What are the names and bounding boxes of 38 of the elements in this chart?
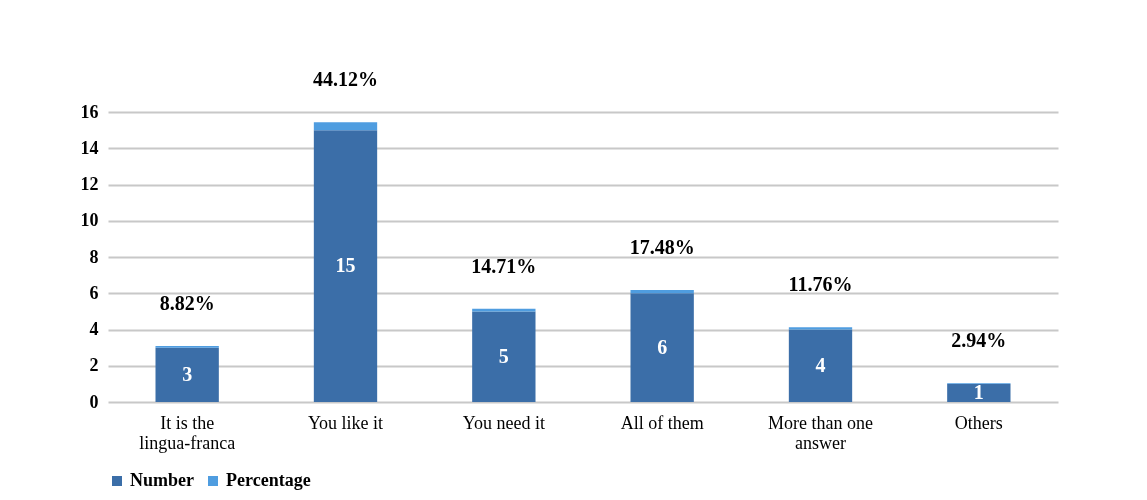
data-label: 17.48%: [629, 236, 695, 259]
y-tick-label: 0: [89, 391, 99, 412]
data-label: 8.82%: [159, 292, 215, 315]
data-label: 4: [815, 353, 826, 376]
data-label: 44.12%: [313, 68, 378, 91]
y-tick-label: 14: [80, 137, 99, 158]
x-tick-label: It is the lingua-franca: [139, 412, 236, 453]
bar: [630, 290, 694, 294]
y-tick-label: 10: [80, 210, 99, 231]
x-tick-label: More than one answer: [768, 412, 873, 453]
y-tick-label: 16: [80, 101, 99, 122]
bar: [155, 347, 219, 402]
y-tick-label: 12: [80, 174, 99, 194]
data-label: 5: [498, 344, 509, 367]
legend-label: Percentage: [226, 470, 311, 490]
bar: [947, 383, 1011, 402]
data-label: 11.76%: [788, 273, 853, 296]
bar: [788, 329, 853, 402]
data-label: 1: [973, 380, 984, 403]
x-tick-label: You need it: [462, 412, 545, 433]
data-label: 3: [182, 362, 193, 385]
x-tick-label: You like it: [307, 412, 384, 433]
data-label: 6: [657, 335, 668, 358]
y-tick-label: 4: [89, 319, 99, 339]
y-tick-label: 6: [89, 282, 99, 303]
bar: [788, 327, 853, 330]
bar: [313, 130, 378, 402]
bar: [313, 122, 378, 131]
x-tick-label: Others: [954, 412, 1003, 433]
bar: [472, 311, 536, 402]
x-tick-label: All of them: [620, 412, 704, 433]
data-label: 2.94%: [951, 329, 1007, 352]
data-label: 14.71%: [471, 254, 537, 277]
bar: [630, 293, 694, 402]
legend-label: Number: [130, 470, 194, 490]
y-tick-label: 2: [89, 355, 99, 376]
data-label: 15: [335, 254, 356, 277]
y-tick-label: 8: [89, 246, 99, 267]
